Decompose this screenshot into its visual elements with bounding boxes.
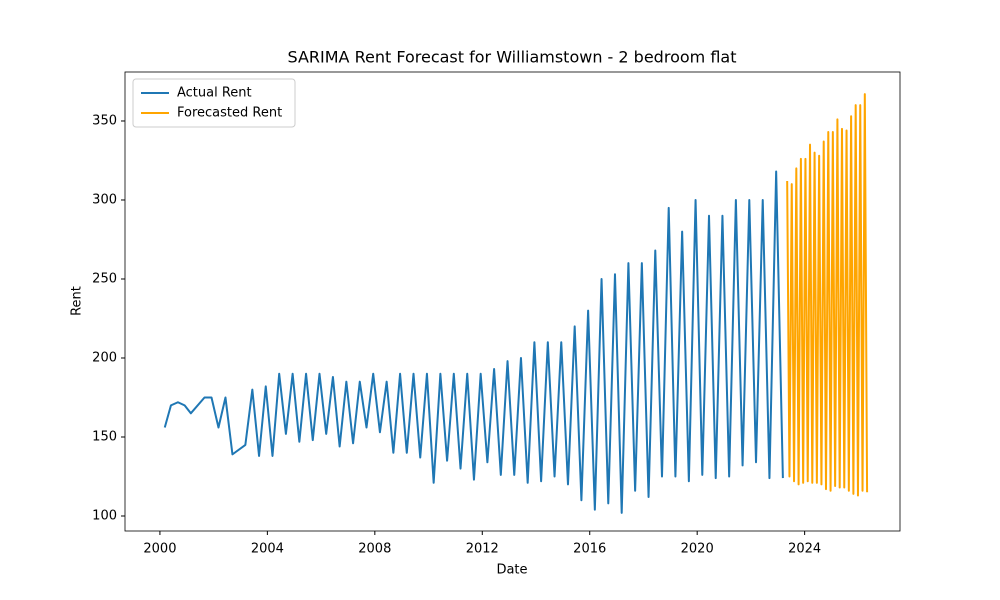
x-tick-label: 2004 (251, 542, 284, 557)
x-tick-label: 2016 (573, 542, 606, 557)
y-tick-label: 300 (92, 192, 117, 207)
legend-label: Forecasted Rent (177, 106, 282, 121)
x-tick-label: 2020 (681, 542, 714, 557)
chart-title: SARIMA Rent Forecast for Williamstown - … (288, 48, 737, 67)
plot-frame (124, 71, 901, 532)
x-tick-label: 2008 (358, 542, 391, 557)
x-tick-label: 2000 (143, 542, 176, 557)
y-tick-label: 100 (92, 508, 117, 523)
series-line (163, 170, 784, 514)
legend-label: Actual Rent (177, 86, 252, 101)
x-tick-label: 2012 (466, 542, 499, 557)
y-tick-label: 250 (92, 271, 117, 286)
legend-box (132, 78, 296, 128)
y-axis-label: Rent (70, 286, 85, 316)
series-line (786, 93, 869, 497)
y-tick-label: 200 (92, 350, 117, 365)
y-tick-label: 150 (92, 429, 117, 444)
x-tick-label: 2024 (788, 542, 821, 557)
y-tick-label: 350 (92, 113, 117, 128)
x-axis-label: Date (496, 563, 527, 578)
